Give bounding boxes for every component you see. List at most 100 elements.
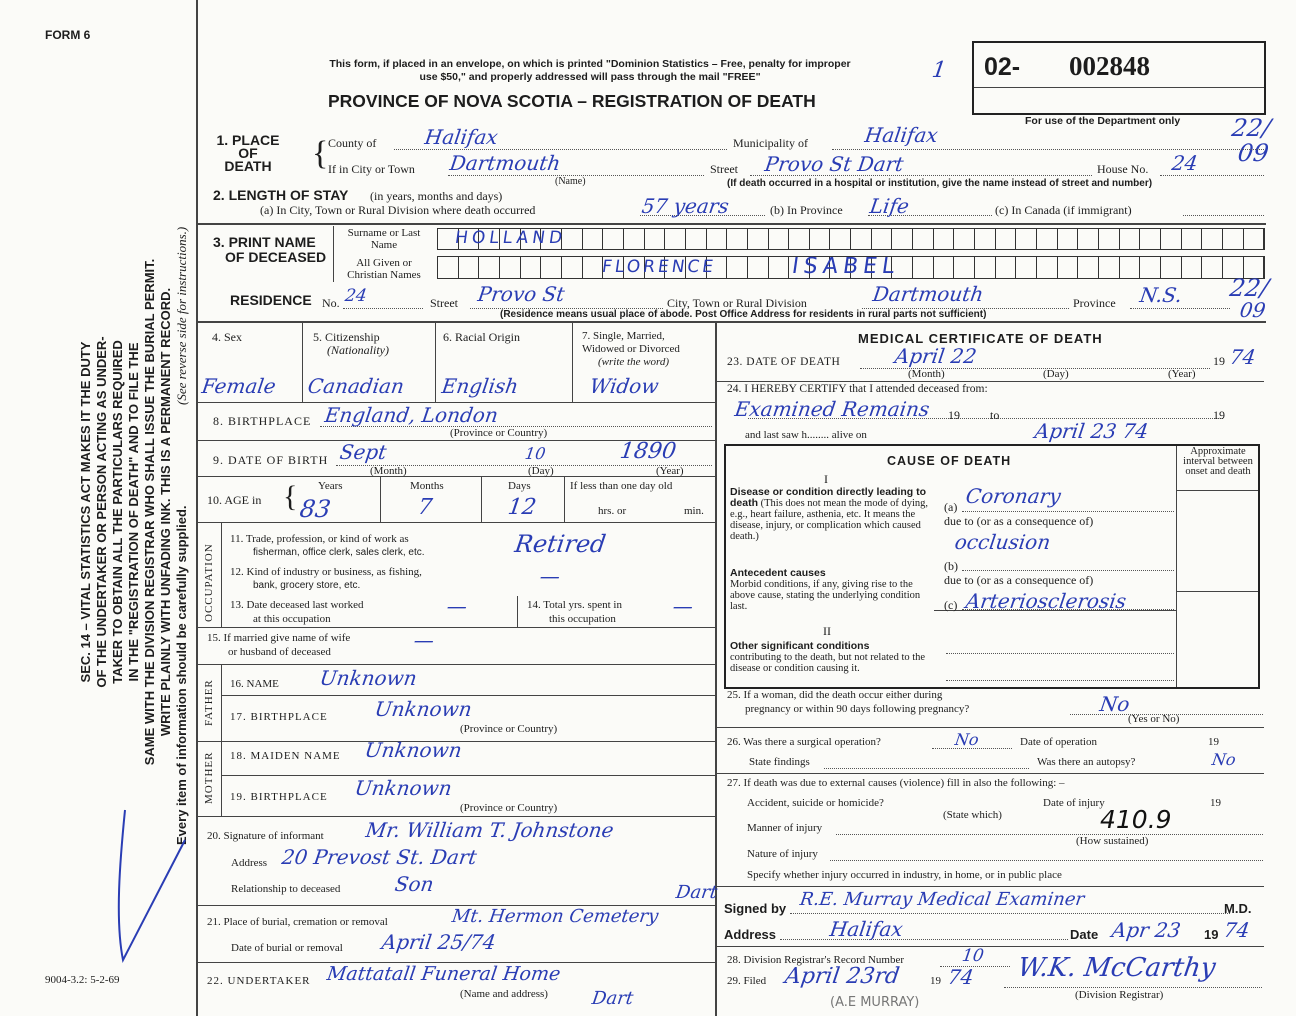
undertaker-value: Mattatall Funeral Home: [325, 963, 562, 985]
last-saw-label: and last saw h........ alive on: [745, 429, 867, 441]
letter-cell: [541, 257, 562, 278]
brace: {: [283, 480, 298, 513]
other-conditions-note: Other significant conditions contributing…: [730, 641, 935, 675]
given-names-field[interactable]: [437, 256, 1265, 279]
letter-cell: [892, 229, 914, 249]
md-label: M.D.: [1224, 901, 1252, 916]
autopsy-value: No: [1210, 750, 1238, 769]
residence-province-value: N.S.: [1138, 283, 1184, 307]
dob-label: 9. DATE OF BIRTH: [213, 453, 329, 467]
year-hint: (Year): [1168, 368, 1196, 380]
operation-19: 19: [1208, 736, 1219, 748]
under-day-label: If less than one day old: [570, 480, 673, 492]
age-years: 83: [298, 495, 333, 523]
house-value: 24: [1170, 151, 1200, 175]
mother-side-label: MOTHER: [203, 751, 215, 804]
letter-cell: [1099, 257, 1120, 278]
burial-place-value: Mt. Hermon Cemetery: [450, 906, 660, 927]
father-birthplace-value: Unknown: [373, 697, 474, 721]
letter-cell: [913, 229, 934, 249]
stay-canada-label: (c) In Canada (if immigrant): [995, 203, 1132, 217]
letter-cell: [500, 257, 521, 278]
letter-cell: [913, 257, 934, 278]
surgery-label: 26. Was there a surgical operation?: [727, 736, 881, 748]
burial-place-extra: Dart: [674, 882, 719, 903]
state-which-hint: (State which): [943, 809, 1002, 821]
letter-cell: [686, 257, 707, 278]
q14-label: 14. Total yrs. spent in: [527, 599, 622, 611]
letter-cell: [810, 229, 831, 249]
letter-cell: [603, 257, 624, 278]
letter-cell: [1140, 229, 1161, 249]
city-value: Dartmouth: [448, 151, 563, 175]
letter-cell: [789, 257, 810, 278]
dob-year: 1890: [618, 439, 678, 464]
injury-date-label: Date of injury: [1043, 797, 1105, 809]
letter-cell: [1202, 229, 1223, 249]
handwritten-mark: 1: [930, 58, 948, 83]
letter-cell: [1099, 229, 1120, 249]
given-name-2: ISABEL: [790, 254, 901, 279]
letter-cell: [830, 229, 852, 249]
antecedent-text: Morbid conditions, if any, giving rise t…: [730, 579, 921, 612]
specify-label: Specify whether injury occurred in indus…: [747, 869, 1062, 881]
due-to-label: due to (or as a consequence of): [944, 514, 1094, 528]
registrar-hint: (Division Registrar): [1075, 989, 1164, 1001]
citizenship-value: Canadian: [306, 374, 406, 398]
form-number: FORM 6: [45, 28, 91, 42]
letter-cell: [1202, 257, 1223, 278]
letter-cell: [583, 257, 604, 278]
q13-value: —: [445, 594, 469, 618]
stay-city-label: (a) In City, Town or Rural Division wher…: [260, 203, 536, 217]
pregnancy-value: No: [1098, 692, 1132, 716]
letter-cell: [1161, 257, 1182, 278]
sex-label: 4. Sex: [212, 330, 242, 344]
age-months: 7: [416, 495, 434, 520]
residence-street-value: Provo St: [476, 282, 567, 306]
external-causes-label: 27. If death was due to external causes …: [727, 777, 1065, 789]
letter-cell: [562, 257, 583, 278]
attended-19: 19: [1213, 408, 1225, 422]
month-hint: (Month): [908, 368, 945, 380]
letter-cell: [830, 257, 852, 278]
mother-birthplace-value: Unknown: [353, 776, 454, 800]
letter-cell: [624, 229, 645, 249]
autopsy-label: Was there an autopsy?: [1037, 756, 1136, 768]
letter-cell: [727, 229, 748, 249]
residence-no-label: No.: [322, 296, 340, 310]
q13-label: at this occupation: [253, 613, 331, 625]
hrs-label: hrs. or: [598, 505, 627, 517]
undertaker-label: 22. UNDERTAKER: [207, 975, 311, 987]
year-prefix: 19: [1213, 354, 1225, 368]
year-hint: (Year): [656, 465, 684, 477]
q13-label: 13. Date deceased last worked: [230, 599, 364, 611]
surname-value: HOLLAND: [453, 228, 568, 248]
min-label: min.: [684, 505, 704, 517]
informant-address-label: Address: [231, 857, 268, 869]
statute-line: IN THE "REGISTRATION OF DEATH" AND TO FI…: [126, 342, 141, 682]
death-year: 74: [1228, 345, 1258, 369]
q15-label: or husband of deceased: [228, 646, 331, 658]
mother-maiden-label: 18. MAIDEN NAME: [230, 750, 341, 762]
medical-title: MEDICAL CERTIFICATE OF DEATH: [858, 331, 1103, 346]
statute-line: OF THE UNDERTAKER OR PERSON ACTING AS UN…: [94, 336, 109, 688]
informant-signature: Mr. William T. Johnstone: [364, 818, 616, 842]
letter-cell: [665, 229, 686, 249]
letter-cell: [603, 229, 624, 249]
pregnancy-label: pregnancy or within 90 days following pr…: [745, 703, 970, 715]
cause-a2-value: occlusion: [953, 530, 1052, 554]
letter-cell: [1016, 257, 1038, 278]
q11-label: fisherman, office clerk, sales clerk, et…: [253, 547, 425, 558]
cause-c-value: Arteriosclerosis: [964, 589, 1128, 613]
surname-field[interactable]: [437, 228, 1265, 250]
letter-cell: [624, 257, 645, 278]
manner-label: Manner of injury: [747, 822, 823, 834]
dept-only-label: For use of the Department only: [1025, 115, 1181, 127]
q12-label: 12. Kind of industry or business, as fis…: [230, 566, 422, 578]
q12-value: —: [538, 564, 562, 588]
cause-a-value: Coronary: [964, 484, 1063, 508]
print-name-label-line: OF DECEASED: [225, 249, 327, 265]
attended-to: to: [990, 408, 1000, 422]
letter-cell: [1016, 229, 1038, 249]
sign-date-label: Date: [1070, 927, 1099, 942]
